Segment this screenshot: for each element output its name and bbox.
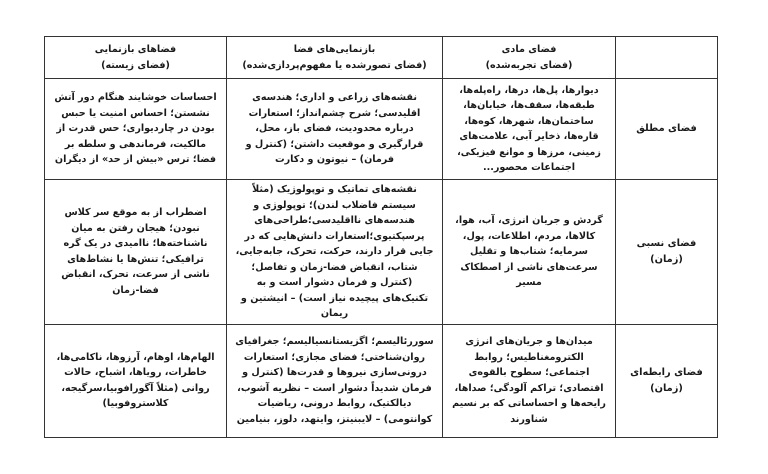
table-cell: نقشه‌های زراعی و اداری؛ هندسه‌ی اقلیدسی؛… bbox=[226, 78, 443, 180]
header-spaces-of-representation: فضاهای بازنمایی (فضای زیسته) bbox=[44, 36, 227, 79]
table-row: فضای مطلق دیوارها، پل‌ها، درها، راه‌پله‌… bbox=[44, 78, 718, 180]
table-cell: احساسات خوشایند هنگام دور آتش نشستن؛ احس… bbox=[44, 78, 227, 180]
table-cell: گردش و جریان انرژی، آب، هوا، کالاها، مرد… bbox=[442, 179, 616, 325]
table-cell: الهام‌ها، اوهام، آرزوها، ناکامی‌ها، خاطر… bbox=[44, 323, 227, 438]
row-label: فضای رابطه‌ای (زمان) bbox=[615, 323, 718, 438]
table-cell: سوررئالیسم؛ اگزیستانسیالیسم؛ جغرافیای رو… bbox=[226, 323, 443, 438]
table-row: فضای رابطه‌ای (زمان) میدان‌ها و جریان‌ها… bbox=[44, 323, 718, 438]
row-label: فضای مطلق bbox=[615, 78, 718, 180]
space-matrix-table: فضای مادی (فضای تجربه‌شده) بازنمایی‌های … bbox=[44, 36, 718, 438]
table-cell: نقشه‌های تماتیک و توپولوژیک (مثلاً سیستم… bbox=[226, 179, 443, 325]
header-representations-of-space: بازنمایی‌های فضا (فضای تصورشده یا مفهوم‌… bbox=[226, 36, 443, 79]
table-cell: دیوارها، پل‌ها، درها، راه‌پله‌ها، طبقه‌ه… bbox=[442, 78, 616, 180]
table-cell: اضطراب از به موقع سر کلاس نبودن؛ هیجان ر… bbox=[44, 179, 227, 325]
header-corner bbox=[615, 36, 718, 79]
table-cell: میدان‌ها و جریان‌های انرژی الکترومغناطیس… bbox=[442, 323, 616, 438]
row-label: فضای نسبی (زمان) bbox=[615, 179, 718, 325]
table-row: فضای نسبی (زمان) گردش و جریان انرژی، آب،… bbox=[44, 179, 718, 325]
header-material-space: فضای مادی (فضای تجربه‌شده) bbox=[442, 36, 616, 79]
header-row: فضای مادی (فضای تجربه‌شده) بازنمایی‌های … bbox=[44, 36, 718, 79]
